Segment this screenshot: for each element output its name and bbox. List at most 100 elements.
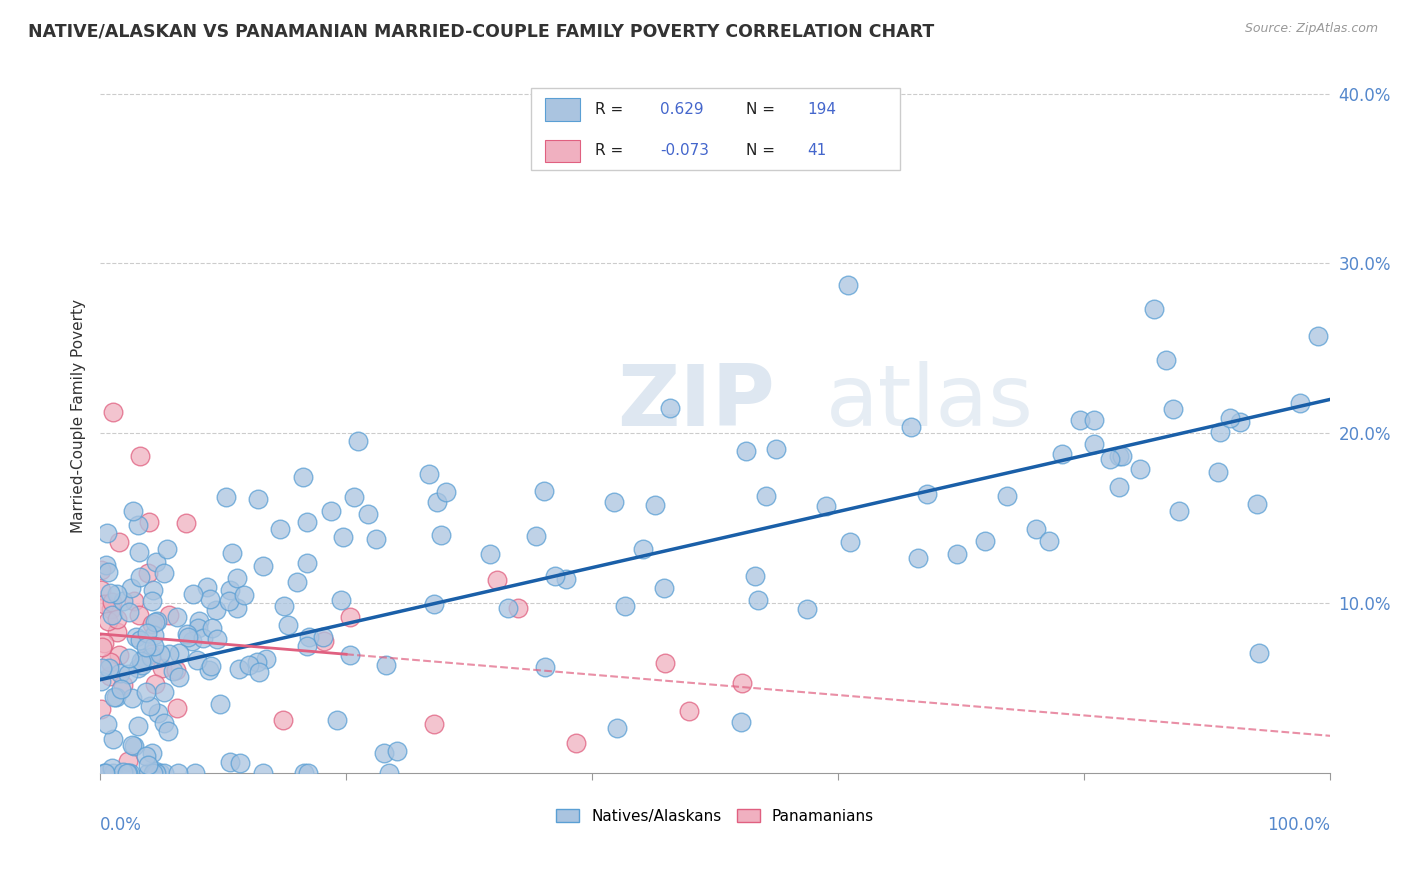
- Point: [297, 766, 319, 780]
- Point: [319, 503, 342, 517]
- Text: 41: 41: [807, 144, 827, 159]
- Point: [734, 443, 756, 458]
- Text: NATIVE/ALASKAN VS PANAMANIAN MARRIED-COUPLE FAMILY POVERTY CORRELATION CHART: NATIVE/ALASKAN VS PANAMANIAN MARRIED-COU…: [28, 22, 935, 40]
- Point: [167, 647, 190, 661]
- Point: [110, 681, 132, 696]
- Point: [115, 766, 138, 780]
- Point: [93, 766, 115, 780]
- Point: [122, 739, 145, 753]
- Point: [946, 547, 969, 561]
- Point: [195, 581, 218, 595]
- Point: [198, 663, 221, 677]
- Point: [97, 615, 120, 629]
- Point: [430, 528, 453, 542]
- Point: [765, 442, 787, 456]
- Point: [377, 766, 399, 780]
- Point: [373, 747, 395, 761]
- Point: [387, 744, 409, 758]
- Point: [184, 766, 207, 780]
- Point: [273, 599, 295, 614]
- Point: [127, 518, 149, 533]
- Point: [112, 594, 135, 608]
- Point: [226, 601, 249, 615]
- Point: [181, 634, 204, 648]
- Point: [252, 766, 274, 780]
- Point: [142, 766, 165, 780]
- Point: [142, 583, 165, 598]
- Point: [252, 558, 274, 573]
- Point: [98, 655, 121, 669]
- Point: [188, 614, 211, 628]
- Point: [228, 662, 250, 676]
- Point: [1219, 411, 1241, 425]
- Point: [533, 483, 555, 498]
- Point: [1306, 328, 1329, 343]
- Point: [121, 738, 143, 752]
- Point: [94, 766, 117, 780]
- Point: [117, 754, 139, 768]
- Point: [247, 665, 270, 680]
- Point: [90, 701, 112, 715]
- Point: [917, 486, 939, 500]
- Point: [90, 673, 112, 688]
- Point: [652, 582, 675, 596]
- Point: [136, 758, 159, 772]
- Point: [157, 607, 180, 622]
- Point: [221, 546, 243, 560]
- Point: [153, 766, 176, 780]
- Point: [254, 652, 277, 666]
- Point: [167, 766, 190, 780]
- Point: [153, 685, 176, 699]
- Point: [678, 704, 700, 718]
- Point: [423, 598, 446, 612]
- Point: [198, 592, 221, 607]
- Point: [141, 746, 163, 760]
- Point: [166, 609, 188, 624]
- Point: [524, 528, 547, 542]
- Point: [1208, 465, 1230, 479]
- Point: [132, 651, 155, 665]
- Point: [138, 515, 160, 529]
- Point: [839, 534, 862, 549]
- Text: ZIP: ZIP: [617, 360, 775, 443]
- Point: [295, 640, 318, 654]
- Point: [90, 583, 112, 598]
- Point: [496, 600, 519, 615]
- Point: [219, 582, 242, 597]
- Point: [485, 573, 508, 587]
- Point: [1108, 480, 1130, 494]
- Point: [339, 610, 361, 624]
- Point: [1083, 413, 1105, 427]
- Point: [1163, 401, 1185, 416]
- Point: [148, 706, 170, 721]
- Point: [98, 668, 121, 682]
- Point: [1154, 352, 1177, 367]
- Point: [118, 651, 141, 665]
- Text: N =: N =: [747, 102, 775, 117]
- Point: [815, 499, 838, 513]
- Point: [96, 526, 118, 541]
- Point: [426, 494, 449, 508]
- Point: [218, 593, 240, 607]
- Text: 194: 194: [807, 102, 837, 117]
- Text: R =: R =: [595, 144, 623, 159]
- Point: [105, 612, 128, 626]
- Point: [157, 723, 180, 738]
- Point: [149, 647, 172, 661]
- Point: [111, 764, 134, 779]
- Point: [312, 630, 335, 644]
- Point: [730, 714, 752, 729]
- Point: [138, 566, 160, 580]
- Point: [744, 569, 766, 583]
- Point: [90, 563, 112, 577]
- Point: [174, 516, 197, 530]
- Point: [246, 491, 269, 506]
- Point: [534, 660, 557, 674]
- Point: [285, 575, 308, 590]
- Point: [554, 572, 576, 586]
- Point: [166, 700, 188, 714]
- Point: [128, 449, 150, 463]
- Point: [347, 434, 370, 448]
- Point: [422, 717, 444, 731]
- Point: [218, 755, 240, 769]
